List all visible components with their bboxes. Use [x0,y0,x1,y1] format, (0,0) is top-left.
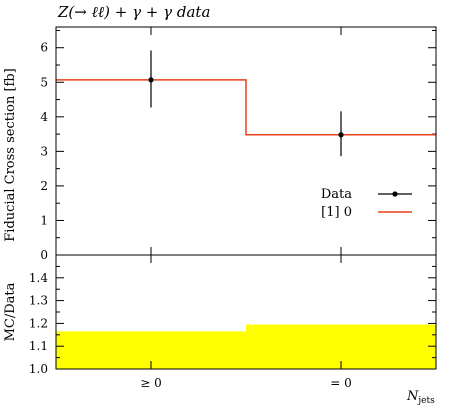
ratio-panel: 1.0 1.1 1.2 1.3 1.4 ≥ 0 = 0 [29,254,437,390]
main-y-tick-label: 3 [40,144,48,158]
legend-marker-data-point [392,191,398,197]
data-point [338,132,344,138]
x-tick-label: = 0 [330,376,352,390]
mc-series-line [56,79,436,136]
main-y-axis-label: Fiducial Cross section [fb] [3,68,18,241]
ratio-y-tick-label: 1.3 [29,294,48,308]
main-y-tick-label: 4 [40,110,48,124]
ratio-y-tick-label: 1.1 [29,339,48,353]
x-axis-label-main: N [406,389,419,404]
x-axis-label: Njets [406,389,435,406]
main-y-tick-label: 6 [40,41,48,55]
main-y-tick-label: 1 [40,213,48,227]
ratio-frame [55,254,437,370]
x-axis-label-sub: jets [417,396,435,406]
legend-label-data: Data [321,187,352,202]
main-panel: 0 1 2 3 4 5 6 Data [1] 0 [40,26,437,262]
ratio-y-tick-label: 1.0 [29,362,48,376]
ratio-y-axis-label: MC/Data [3,282,18,341]
main-y-tick-label: 0 [40,248,48,262]
legend-label-mc: [1] 0 [321,205,352,220]
x-tick-label: ≥ 0 [140,376,162,390]
data-point [148,77,154,83]
ratio-y-tick-label: 1.4 [29,271,48,285]
main-y-tick-label: 5 [40,75,48,89]
chart-title: Z(→ ℓℓ) + γ + γ data [57,3,210,21]
ratio-y-tick-label: 1.2 [29,316,48,330]
main-frame [55,26,437,256]
main-y-tick-label: 2 [40,179,48,193]
